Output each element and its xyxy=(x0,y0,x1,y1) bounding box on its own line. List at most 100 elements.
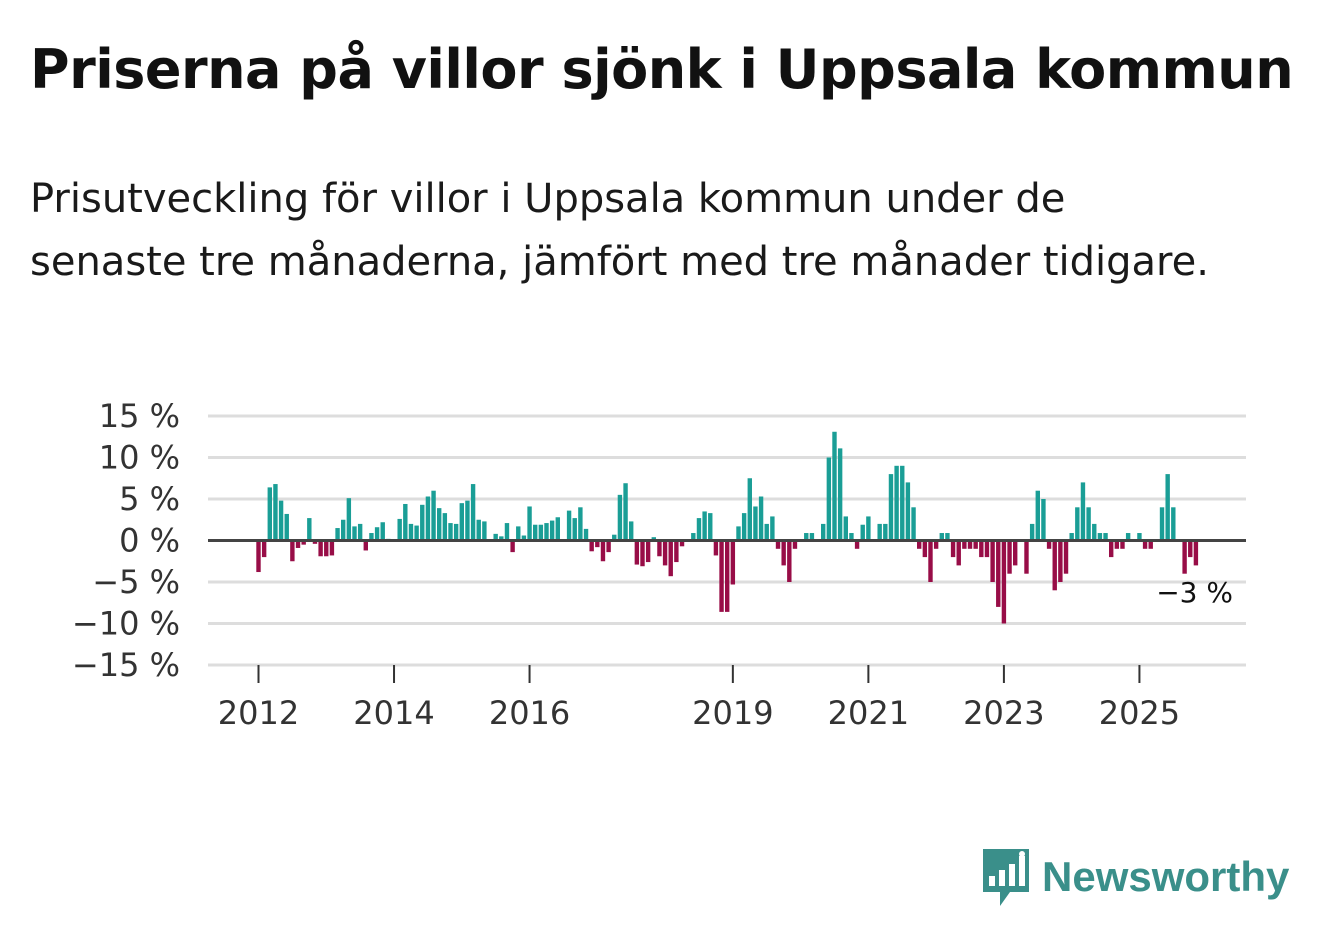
bar xyxy=(821,523,826,541)
bar xyxy=(702,511,707,541)
bar xyxy=(278,500,284,541)
bar xyxy=(781,540,786,566)
bar xyxy=(1103,533,1108,541)
bar xyxy=(1182,540,1187,574)
bar xyxy=(1041,499,1046,541)
bar xyxy=(1193,540,1199,566)
bar xyxy=(341,519,346,541)
bar-chart-speech-bubble-icon xyxy=(983,849,1029,906)
bar xyxy=(295,540,301,548)
bar xyxy=(691,533,696,541)
y-tick-label: 10 % xyxy=(99,439,180,477)
bar xyxy=(1097,533,1103,541)
bar xyxy=(1069,533,1074,541)
y-tick-label: −5 % xyxy=(92,563,180,601)
bar xyxy=(1137,533,1142,541)
bar xyxy=(832,431,837,541)
bar xyxy=(606,540,611,553)
bar xyxy=(996,540,1001,607)
bar xyxy=(758,496,764,541)
bar xyxy=(612,534,617,541)
bar xyxy=(267,487,272,541)
bar xyxy=(374,527,380,541)
chart-title: Priserna på villor sjönk i Uppsala kommu… xyxy=(30,38,1294,101)
bar xyxy=(826,457,832,541)
bar xyxy=(363,540,368,551)
bar xyxy=(668,540,673,577)
x-tick-label: 2021 xyxy=(828,694,909,732)
bar xyxy=(465,500,470,541)
bar xyxy=(1013,540,1018,566)
bars xyxy=(256,431,1199,624)
bar xyxy=(504,523,510,541)
y-tick-label: 0 % xyxy=(119,522,180,560)
bar xyxy=(1148,540,1153,549)
bar xyxy=(1046,540,1052,549)
x-tick-label: 2012 xyxy=(218,694,299,732)
bar xyxy=(324,540,329,557)
bar xyxy=(476,519,481,541)
bar xyxy=(301,540,306,545)
bar xyxy=(453,523,459,541)
newsworthy-logo: Newsworthy xyxy=(980,846,1289,908)
bar xyxy=(425,496,431,541)
bar xyxy=(583,528,589,541)
bar xyxy=(950,540,956,558)
bar xyxy=(431,490,436,541)
bar xyxy=(499,536,504,541)
bar xyxy=(933,540,939,549)
bar xyxy=(843,516,848,541)
bar xyxy=(1125,533,1131,541)
x-tick-label: 2019 xyxy=(692,694,773,732)
bar xyxy=(804,533,809,541)
y-tick-label: −10 % xyxy=(72,605,180,643)
bar xyxy=(713,540,719,556)
bar xyxy=(352,526,357,541)
bar xyxy=(770,516,775,541)
bar xyxy=(967,540,973,549)
bar xyxy=(990,540,995,582)
bar xyxy=(1142,540,1148,549)
bar xyxy=(792,540,798,549)
bar xyxy=(911,507,916,541)
bar xyxy=(939,533,944,541)
brand-name: Newsworthy xyxy=(1042,853,1290,900)
bar xyxy=(1165,474,1170,541)
bar xyxy=(380,522,385,541)
bar xyxy=(662,540,668,566)
bar xyxy=(555,517,560,541)
bar xyxy=(600,540,606,562)
chart-subtitle: Prisutveckling för villor i Uppsala komm… xyxy=(30,176,1209,285)
bar xyxy=(1024,540,1029,574)
bar xyxy=(764,523,769,541)
bar xyxy=(877,523,882,541)
bar xyxy=(1092,523,1097,541)
bar xyxy=(1188,540,1193,558)
bar xyxy=(437,508,442,541)
bar xyxy=(403,503,408,541)
x-axis-ticks: 2012 2014 2016 2019 2021 2023 2025 xyxy=(218,665,1180,732)
bar xyxy=(651,537,656,541)
bar xyxy=(1171,507,1176,541)
y-tick-label: −15 % xyxy=(72,646,180,684)
bar xyxy=(261,540,267,558)
bar xyxy=(589,540,594,552)
bar xyxy=(629,521,634,541)
bar xyxy=(572,518,577,541)
bar xyxy=(894,465,899,541)
bar xyxy=(730,540,736,585)
bar xyxy=(1075,507,1080,541)
bar xyxy=(284,513,289,541)
bar xyxy=(866,516,871,541)
bar xyxy=(883,523,888,541)
y-tick-label: 5 % xyxy=(119,480,180,518)
bar xyxy=(741,513,747,541)
bar xyxy=(640,540,645,567)
bar xyxy=(346,498,352,541)
bar xyxy=(719,540,724,612)
bar xyxy=(448,523,453,541)
bar xyxy=(256,540,261,573)
bar xyxy=(674,540,679,563)
bar xyxy=(420,504,425,541)
bar xyxy=(544,523,549,541)
